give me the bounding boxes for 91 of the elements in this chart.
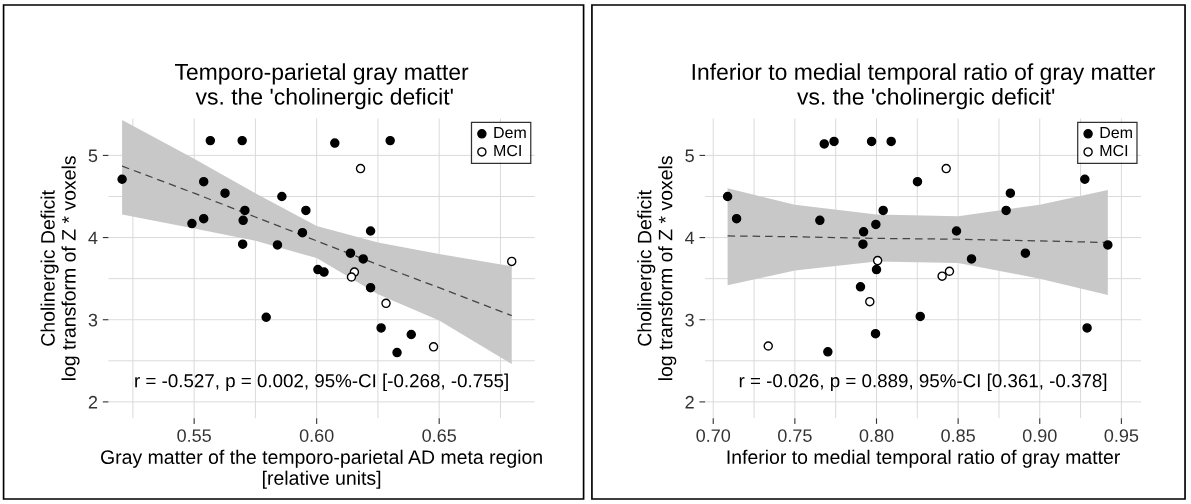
point (345, 248, 356, 258)
x-axis-title: Gray matter of the temporo-parietal AD meta region [relative units] (101, 449, 542, 489)
point (823, 347, 833, 357)
point (358, 254, 368, 264)
x-tick-label: 0.95 (1104, 429, 1139, 442)
point (346, 272, 357, 282)
point (261, 312, 271, 323)
point (117, 174, 127, 184)
point (915, 311, 925, 322)
legend-label: Dem (1100, 127, 1132, 139)
point (1020, 248, 1031, 258)
point (855, 282, 866, 292)
y-tick-label: 5 (88, 149, 98, 163)
y-tick-label: 3 (88, 313, 98, 327)
point (392, 347, 402, 358)
point (878, 205, 888, 216)
annotation: r = -0.527, p = 0.002, 95%-CI [-0.268, -0.755] (135, 373, 508, 392)
x-tick-label: 0.90 (1022, 429, 1057, 442)
x-tick-label: 0.80 (859, 429, 894, 442)
point (381, 298, 391, 309)
point (731, 213, 742, 224)
point (951, 226, 962, 236)
point (238, 215, 248, 226)
chart-title: Inferior to medial temporal ratio of gray matter vs. the 'cholinergic deficit' (692, 63, 1156, 110)
annotation: r = -0.026, p = 0.889, 95%-CI [0.361, -0.378] (739, 373, 1107, 392)
point (966, 254, 977, 264)
point (1080, 174, 1090, 184)
x-tick-label: 0.65 (422, 429, 457, 442)
point (376, 323, 386, 333)
point (198, 176, 209, 187)
point (237, 239, 248, 249)
point (365, 226, 376, 236)
point (866, 136, 877, 147)
point (941, 163, 951, 174)
point (406, 329, 417, 340)
y-tick-label: 2 (685, 395, 694, 409)
y-tick-label: 2 (88, 395, 98, 409)
y-tick-label: 3 (685, 313, 694, 327)
x-axis-title: Inferior to medial temporal ratio of gray matter (727, 449, 1120, 468)
point (815, 215, 825, 226)
point (330, 138, 340, 148)
x-tick-label: 0.55 (177, 429, 211, 442)
point (944, 266, 955, 276)
point (240, 205, 250, 216)
point (297, 227, 308, 238)
point (858, 239, 868, 249)
y-tick-label: 4 (88, 231, 98, 245)
point (865, 296, 875, 307)
y-tick-label: 5 (685, 149, 694, 163)
point (871, 264, 882, 275)
point (1005, 188, 1016, 198)
point (722, 191, 733, 202)
point (428, 342, 439, 352)
point (1082, 323, 1092, 333)
point (872, 255, 883, 266)
y-axis-title: Cholinergic Deficit log transform of Z * voxels (637, 156, 677, 380)
point (870, 328, 881, 339)
point (937, 271, 947, 281)
point (198, 213, 209, 224)
point (237, 135, 247, 146)
point (871, 219, 881, 230)
point (912, 176, 923, 187)
point (355, 163, 366, 174)
point (385, 135, 395, 146)
x-tick-label: 0.85 (941, 429, 975, 442)
point (829, 136, 839, 147)
chart-title: Temporo-parietal gray matter vs. the 'cholinergic deficit' (175, 63, 469, 110)
legend-label: MCI (1100, 144, 1128, 157)
y-tick-label: 4 (685, 231, 695, 245)
legend-label: Dem (494, 127, 526, 139)
x-tick-label: 0.70 (696, 429, 731, 442)
point (272, 240, 283, 250)
point (506, 256, 517, 267)
point (277, 191, 287, 202)
point (319, 267, 329, 277)
point (365, 282, 376, 293)
point (187, 218, 197, 229)
point (205, 135, 216, 146)
point (1103, 240, 1113, 250)
line-series (121, 165, 513, 317)
point (819, 139, 829, 149)
y-axis-title: Cholinergic Deficit log transform of Z * voxels (40, 156, 80, 380)
point (301, 205, 311, 216)
point (858, 227, 869, 237)
point (1001, 205, 1011, 216)
point (763, 341, 773, 351)
legend-label: MCI (494, 144, 521, 157)
point (220, 188, 230, 198)
x-tick-label: 0.75 (778, 429, 812, 442)
x-tick-label: 0.60 (299, 429, 334, 442)
point (886, 136, 896, 147)
